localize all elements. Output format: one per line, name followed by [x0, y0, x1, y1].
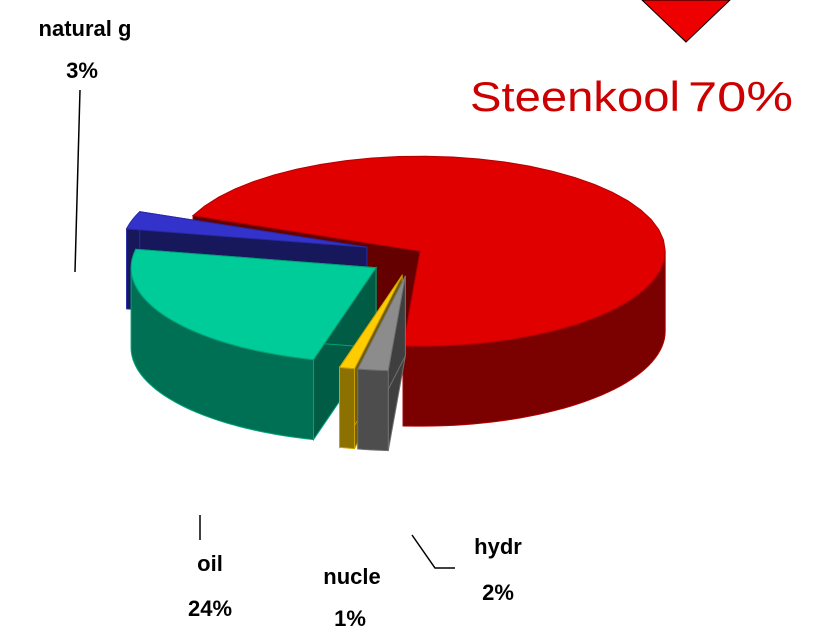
value-label: 1%	[334, 606, 366, 631]
category-label: hydr	[474, 534, 522, 559]
slice	[191, 155, 666, 347]
slice	[356, 275, 406, 372]
category-label: Steenkool	[470, 73, 680, 120]
category-label: oil	[197, 551, 223, 576]
leader-line	[411, 534, 455, 569]
value-label: 2%	[482, 580, 514, 605]
category-label: natural g	[39, 16, 132, 41]
category-label: nucle	[323, 564, 380, 589]
value-label: 70%	[688, 73, 793, 120]
slice-side	[357, 368, 389, 452]
slice	[130, 248, 377, 361]
value-label: 24%	[188, 596, 232, 621]
slice	[125, 211, 367, 248]
leader-line	[74, 89, 81, 273]
value-label: 3%	[66, 58, 98, 83]
labels: natural g 3% oil 24% nucle 1% hydr 2% Steenkool 7…	[39, 16, 793, 631]
slice	[338, 275, 403, 370]
arrow-decoration	[641, 0, 731, 43]
slice-side	[339, 366, 356, 450]
pie	[125, 155, 666, 452]
